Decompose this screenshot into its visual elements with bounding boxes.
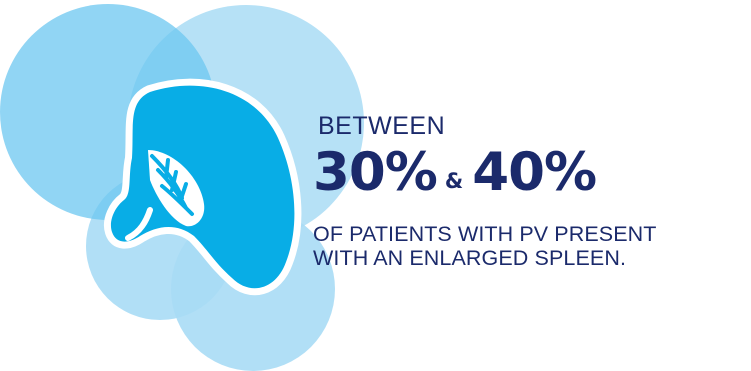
lead-text: BETWEEN xyxy=(318,112,446,140)
stat-low: 30% xyxy=(313,142,438,203)
spleen-icon xyxy=(104,78,302,296)
description-line-1: OF PATIENTS WITH PV PRESENT xyxy=(313,222,657,246)
spleen-stem xyxy=(125,207,153,241)
description: OF PATIENTS WITH PV PRESENT WITH AN ENLA… xyxy=(313,222,657,270)
stat-high: 40% xyxy=(472,142,597,203)
stat-range: 30% & 40% xyxy=(313,146,597,199)
spleen-body xyxy=(110,85,295,289)
spleen-vessels xyxy=(150,154,194,216)
description-line-2: WITH AN ENLARGED SPLEEN. xyxy=(313,246,627,270)
stat-connector: & xyxy=(444,169,464,193)
